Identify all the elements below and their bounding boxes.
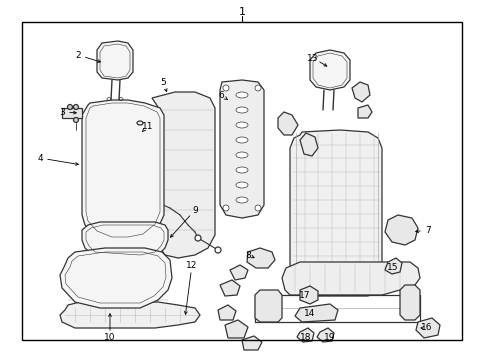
Ellipse shape (136, 121, 143, 125)
Text: 1: 1 (238, 7, 245, 17)
Text: 18: 18 (300, 333, 311, 342)
Polygon shape (242, 336, 261, 350)
Polygon shape (82, 222, 167, 258)
Polygon shape (357, 105, 371, 118)
Text: 12: 12 (186, 261, 197, 270)
Text: 19: 19 (324, 333, 335, 342)
Polygon shape (97, 41, 133, 80)
Ellipse shape (236, 152, 247, 158)
Text: 9: 9 (192, 206, 197, 215)
Ellipse shape (74, 117, 78, 122)
Polygon shape (255, 290, 281, 322)
Ellipse shape (67, 105, 72, 110)
Polygon shape (309, 50, 349, 90)
Circle shape (255, 205, 260, 211)
Polygon shape (384, 215, 417, 245)
Polygon shape (300, 133, 318, 156)
Ellipse shape (236, 92, 247, 98)
Polygon shape (351, 82, 369, 102)
Polygon shape (281, 262, 419, 295)
Polygon shape (60, 302, 199, 328)
Polygon shape (220, 80, 263, 218)
Polygon shape (399, 285, 419, 320)
Ellipse shape (74, 105, 78, 110)
Ellipse shape (236, 167, 247, 173)
Text: 5: 5 (160, 77, 166, 86)
Ellipse shape (236, 197, 247, 203)
Text: 13: 13 (307, 54, 318, 62)
Circle shape (214, 247, 221, 253)
Text: 11: 11 (142, 121, 153, 131)
Ellipse shape (236, 122, 247, 128)
Ellipse shape (236, 107, 247, 113)
Text: 16: 16 (421, 323, 432, 332)
Polygon shape (294, 304, 337, 322)
Text: 3: 3 (59, 107, 65, 116)
Ellipse shape (236, 137, 247, 143)
Polygon shape (62, 108, 82, 118)
Bar (22, 22, 461, 340)
Text: 4: 4 (37, 154, 43, 162)
Circle shape (255, 85, 260, 91)
Polygon shape (300, 286, 318, 304)
Circle shape (223, 85, 228, 91)
Polygon shape (277, 112, 297, 135)
Text: 10: 10 (104, 333, 116, 342)
Polygon shape (415, 318, 439, 338)
Text: 17: 17 (299, 291, 310, 300)
Polygon shape (60, 248, 172, 308)
Circle shape (195, 235, 200, 241)
Polygon shape (229, 265, 247, 280)
Text: 7: 7 (424, 226, 430, 235)
Circle shape (223, 205, 228, 211)
Ellipse shape (236, 182, 247, 188)
Polygon shape (317, 328, 333, 342)
Polygon shape (384, 258, 401, 274)
Text: 14: 14 (303, 308, 315, 317)
Polygon shape (151, 92, 214, 258)
Polygon shape (246, 248, 274, 268)
Polygon shape (82, 100, 164, 242)
Polygon shape (296, 328, 313, 342)
Text: 6: 6 (218, 91, 224, 100)
Polygon shape (220, 280, 240, 296)
Text: 2: 2 (75, 50, 81, 60)
Text: 8: 8 (244, 251, 250, 260)
Text: 15: 15 (386, 262, 398, 272)
Polygon shape (217, 305, 236, 320)
Polygon shape (289, 130, 381, 296)
Polygon shape (225, 320, 247, 338)
